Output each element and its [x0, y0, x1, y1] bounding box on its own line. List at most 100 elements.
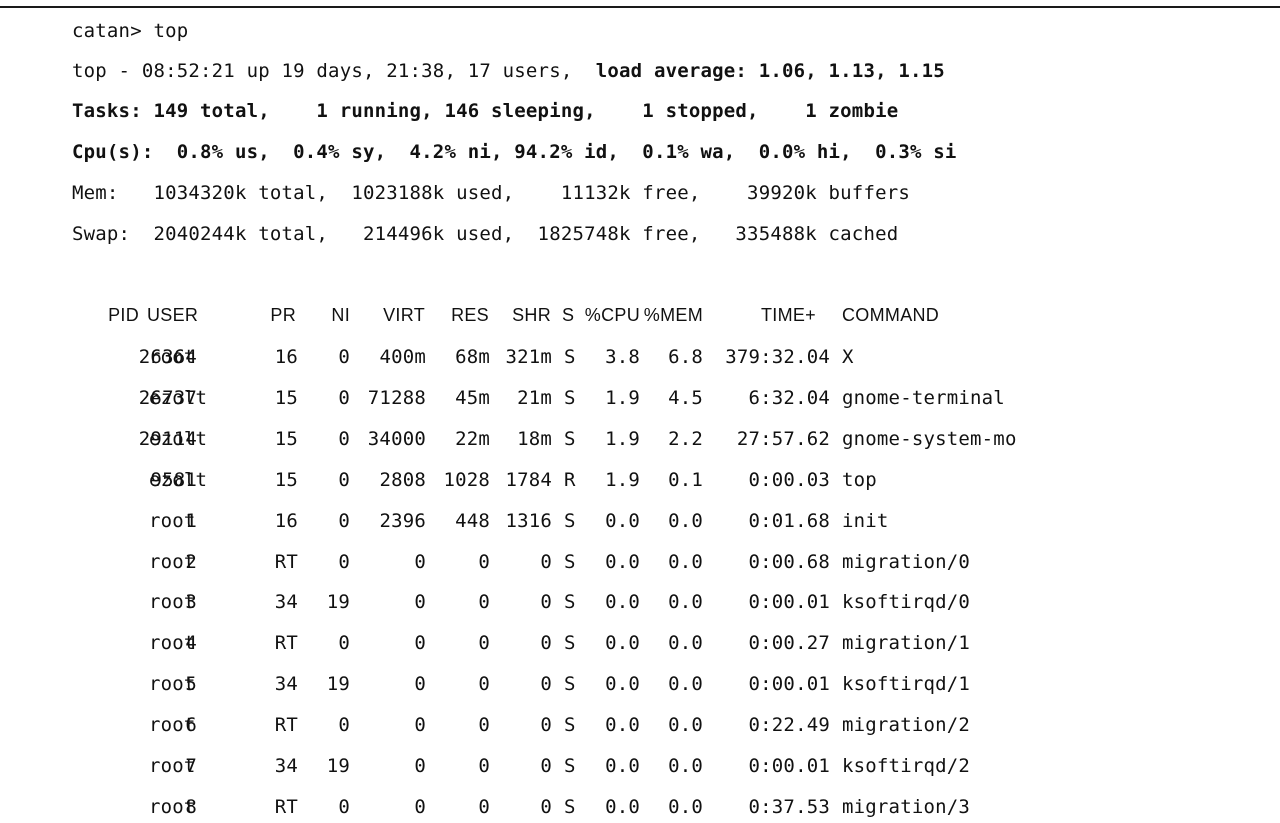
cell-res: 0 — [478, 632, 490, 654]
cell-user: root — [149, 591, 196, 613]
cell-cpu: 0.0 — [605, 510, 640, 532]
cell-state: S — [564, 755, 576, 777]
cell-pr: 15 — [274, 428, 298, 450]
cell-pid: 29114 — [138, 428, 197, 450]
cell-virt: 2808 — [379, 469, 426, 491]
cell-cpu: 1.9 — [605, 387, 640, 409]
cell-virt: 0 — [414, 755, 426, 777]
cell-state: S — [564, 551, 576, 573]
cell-ni: 0 — [338, 796, 350, 818]
cell-time: 6:32.04 — [748, 387, 830, 409]
cell-command: X — [842, 346, 854, 368]
column-header-pr: PR — [270, 305, 296, 325]
cell-ni: 0 — [338, 469, 350, 491]
cell-user: root — [149, 346, 196, 368]
cell-command: gnome-terminal — [842, 387, 1005, 409]
cell-mem: 0.0 — [668, 591, 703, 613]
cell-res: 22m — [455, 428, 490, 450]
cell-time: 0:00.03 — [748, 469, 830, 491]
cell-ni: 0 — [338, 346, 350, 368]
cell-pid: 5 — [185, 673, 197, 695]
cell-ni: 19 — [326, 673, 350, 695]
cell-time: 0:01.68 — [748, 510, 830, 532]
cell-user: root — [149, 755, 196, 777]
cell-user: ezolt — [149, 469, 208, 491]
column-header-command: COMMAND — [842, 305, 940, 325]
column-header-virt: VIRT — [383, 305, 425, 325]
cell-state: S — [564, 428, 576, 450]
column-header-pid: PID — [108, 305, 139, 325]
cell-pr: RT — [274, 551, 298, 573]
cell-time: 0:00.01 — [748, 591, 830, 613]
cell-cpu: 0.0 — [605, 796, 640, 818]
cell-ni: 0 — [338, 632, 350, 654]
cell-ni: 0 — [338, 428, 350, 450]
memory-summary: Mem: 1034320k total, 1023188k used, 1113… — [72, 182, 911, 204]
cell-pid: 8 — [185, 796, 197, 818]
shell-prompt: catan> top — [72, 20, 189, 42]
cell-ni: 0 — [338, 551, 350, 573]
cell-pr: 16 — [274, 510, 298, 532]
cell-pr: 16 — [274, 346, 298, 368]
cell-pid: 26364 — [138, 346, 197, 368]
cell-cpu: 0.0 — [605, 551, 640, 573]
cell-shr: 0 — [540, 714, 552, 736]
cell-cpu: 1.9 — [605, 428, 640, 450]
cell-pid: 6 — [185, 714, 197, 736]
column-header-state: S — [562, 305, 575, 325]
cell-state: S — [564, 796, 576, 818]
cell-pr: RT — [274, 714, 298, 736]
cell-state: S — [564, 591, 576, 613]
cpu-summary: Cpu(s): 0.8% us, 0.4% sy, 4.2% ni, 94.2%… — [72, 141, 957, 163]
cell-mem: 2.2 — [668, 428, 703, 450]
cell-cpu: 0.0 — [605, 714, 640, 736]
cell-time: 0:00.01 — [748, 673, 830, 695]
cell-time: 0:00.68 — [748, 551, 830, 573]
cell-cpu: 0.0 — [605, 755, 640, 777]
cell-ni: 19 — [326, 591, 350, 613]
cell-virt: 0 — [414, 632, 426, 654]
cell-cpu: 0.0 — [605, 673, 640, 695]
cell-mem: 0.0 — [668, 714, 703, 736]
cell-shr: 1784 — [505, 469, 552, 491]
uptime-line: top - 08:52:21 up 19 days, 21:38, 17 use… — [72, 58, 945, 84]
cell-shr: 0 — [540, 632, 552, 654]
cell-shr: 1316 — [505, 510, 552, 532]
tasks-summary: Tasks: 149 total, 1 running, 146 sleepin… — [72, 100, 899, 122]
cell-state: S — [564, 714, 576, 736]
cell-mem: 0.0 — [668, 510, 703, 532]
cell-mem: 0.0 — [668, 673, 703, 695]
cell-time: 0:37.53 — [748, 796, 830, 818]
column-header-shr: SHR — [512, 305, 551, 325]
cell-virt: 0 — [414, 551, 426, 573]
top-rule — [0, 6, 1280, 8]
cell-mem: 0.0 — [668, 551, 703, 573]
cell-ni: 0 — [338, 714, 350, 736]
cell-virt: 400m — [379, 346, 426, 368]
cell-command: migration/3 — [842, 796, 971, 818]
cell-user: ezolt — [149, 387, 208, 409]
cell-mem: 6.8 — [668, 346, 703, 368]
cell-pid: 1 — [185, 510, 197, 532]
cell-virt: 34000 — [367, 428, 426, 450]
cell-shr: 321m — [505, 346, 552, 368]
cell-mem: 4.5 — [668, 387, 703, 409]
cell-user: root — [149, 510, 196, 532]
cell-virt: 0 — [414, 714, 426, 736]
column-header-time: TIME+ — [760, 305, 816, 325]
cell-command: ksoftirqd/0 — [842, 591, 971, 613]
cell-pr: 34 — [274, 591, 298, 613]
cell-pr: 34 — [274, 755, 298, 777]
cell-command: ksoftirqd/2 — [842, 755, 971, 777]
cell-shr: 0 — [540, 673, 552, 695]
column-header-ni: NI — [331, 305, 350, 325]
cell-command: top — [842, 469, 877, 491]
cell-pr: 15 — [274, 387, 298, 409]
cell-shr: 21m — [517, 387, 552, 409]
cell-state: S — [564, 673, 576, 695]
cell-command: ksoftirqd/1 — [842, 673, 971, 695]
cell-cpu: 0.0 — [605, 591, 640, 613]
cell-virt: 0 — [414, 591, 426, 613]
cell-command: gnome-system-mo — [842, 428, 1017, 450]
